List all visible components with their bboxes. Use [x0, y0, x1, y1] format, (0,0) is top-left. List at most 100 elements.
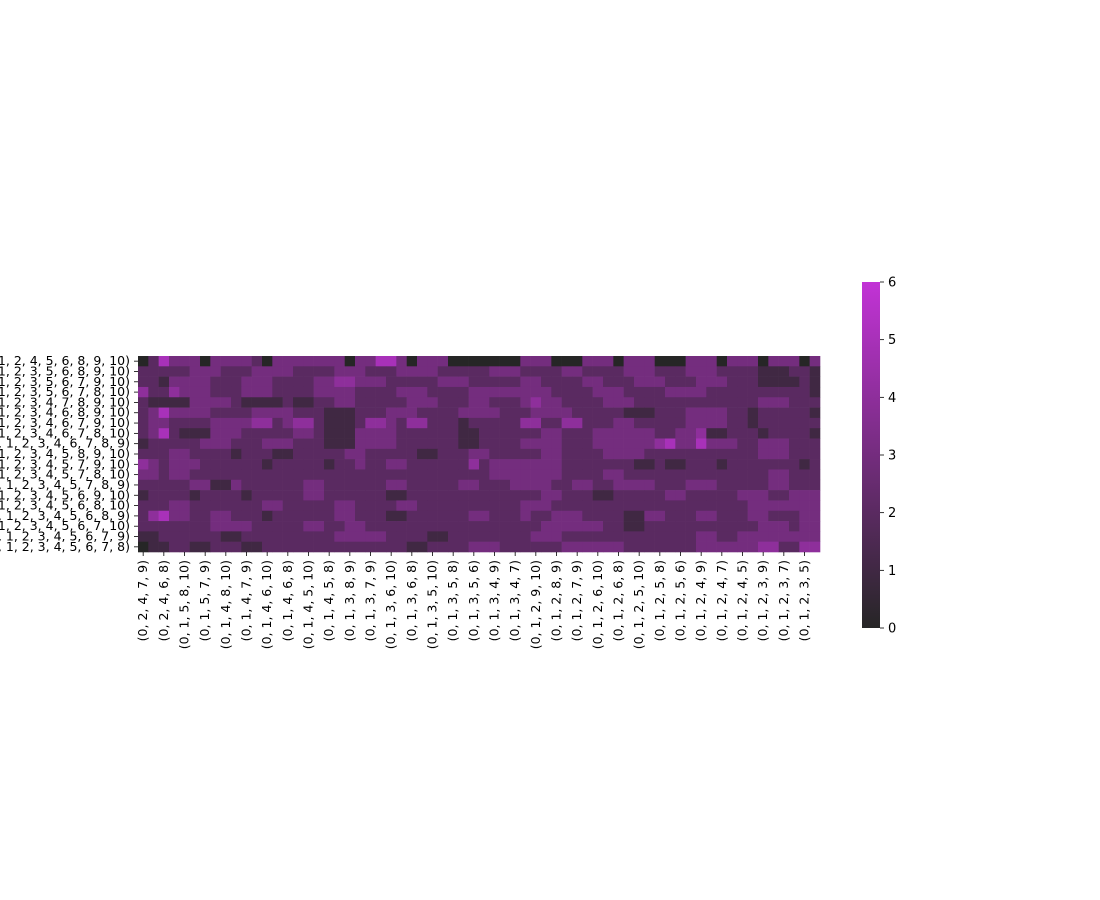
heatmap-cell — [220, 407, 232, 419]
heatmap-cell — [696, 356, 707, 367]
heatmap-cell — [406, 366, 418, 377]
heatmap-cell — [758, 459, 769, 470]
heatmap-cell — [241, 541, 252, 553]
heatmap-cell — [251, 510, 263, 522]
y-tick-label: (0, 1, 2, 3, 5, 6, 7, 9, 10) — [0, 374, 130, 389]
heatmap-cell — [365, 397, 376, 408]
heatmap-cell — [489, 417, 500, 429]
heatmap-cell — [406, 531, 418, 542]
heatmap-cell — [448, 510, 459, 522]
heatmap-cell — [293, 376, 304, 388]
heatmap-cell — [582, 428, 593, 439]
heatmap-cell — [778, 407, 790, 419]
heatmap-cell — [727, 541, 738, 553]
heatmap-cell — [665, 397, 676, 408]
heatmap-cell — [282, 356, 294, 367]
heatmap-cell — [241, 417, 252, 429]
heatmap-cell — [747, 397, 759, 408]
heatmap-cell — [375, 428, 387, 439]
heatmap-cell — [696, 448, 707, 460]
heatmap-cell — [386, 531, 397, 542]
heatmap-cell — [344, 479, 356, 491]
heatmap-cell — [210, 521, 221, 532]
heatmap-cell — [768, 356, 779, 367]
heatmap-cell — [262, 417, 273, 429]
heatmap-cell — [530, 490, 542, 501]
heatmap-cell — [799, 479, 810, 491]
x-tick-label: (0, 1, 3, 5, 8) — [445, 560, 460, 641]
heatmap-cell — [758, 356, 769, 367]
heatmap-cell — [458, 510, 469, 522]
heatmap-cell — [685, 428, 697, 439]
heatmap-cell — [282, 541, 294, 553]
heatmap-cell — [592, 469, 604, 481]
heatmap-cell — [375, 500, 387, 512]
heatmap-cell — [809, 417, 821, 429]
heatmap-cell — [613, 428, 624, 439]
heatmap-cell — [685, 366, 697, 377]
heatmap-cell — [355, 479, 366, 491]
heatmap-cell — [799, 366, 810, 377]
heatmap-cell — [148, 521, 159, 532]
heatmap-cell — [179, 469, 190, 481]
heatmap-cell — [365, 490, 376, 501]
heatmap-cell — [685, 448, 697, 460]
heatmap-cell — [468, 397, 480, 408]
heatmap-cell — [603, 490, 614, 501]
heatmap-cell — [778, 366, 790, 377]
heatmap-cell — [334, 417, 345, 429]
heatmap-cell — [458, 459, 469, 470]
heatmap-cell — [324, 448, 335, 460]
heatmap-cell — [737, 500, 748, 512]
heatmap-cell — [809, 407, 821, 419]
heatmap-cell — [365, 459, 376, 470]
heatmap-cell — [189, 376, 201, 388]
heatmap-cell — [778, 541, 790, 553]
heatmap-cell — [303, 407, 314, 419]
heatmap-cell — [716, 407, 728, 419]
heatmap-cell — [158, 386, 170, 398]
heatmap-cell — [468, 417, 480, 429]
y-tick-label: (0, 1, 2, 3, 5, 6, 8, 9, 10) — [0, 363, 130, 378]
heatmap-cell — [272, 469, 283, 481]
heatmap-cell — [561, 407, 573, 419]
heatmap-cell — [138, 541, 149, 553]
heatmap-cell — [313, 397, 325, 408]
heatmap-cell — [561, 479, 573, 491]
heatmap-cell — [437, 448, 449, 460]
heatmap-cell — [479, 531, 490, 542]
heatmap-cell — [282, 438, 294, 450]
heatmap-cell — [148, 397, 159, 408]
heatmap-cell — [468, 531, 480, 542]
heatmap-cell — [262, 500, 273, 512]
heatmap-cell — [778, 376, 790, 388]
heatmap-cell — [251, 366, 263, 377]
heatmap-cell — [747, 376, 759, 388]
heatmap-cell — [241, 366, 252, 377]
heatmap-cell — [623, 356, 635, 367]
heatmap-cell — [592, 438, 604, 450]
heatmap-cell — [272, 428, 283, 439]
heatmap-cell — [644, 376, 655, 388]
heatmap-cell — [303, 459, 314, 470]
heatmap-cell — [448, 407, 459, 419]
heatmap-cell — [324, 397, 335, 408]
heatmap-cell — [799, 428, 810, 439]
heatmap-cell — [809, 510, 821, 522]
y-tick-label: (0, 1, 2, 3, 4, 5, 6, 7, 10) — [0, 518, 130, 533]
heatmap-cell — [572, 366, 583, 377]
heatmap-cell — [375, 417, 387, 429]
heatmap-cell — [210, 407, 221, 419]
heatmap-cell — [592, 459, 604, 470]
colorbar: 0 1 2 3 4 5 6 — [862, 276, 896, 637]
x-tick-label: (0, 1, 4, 5, 8) — [321, 560, 336, 641]
heatmap-cell — [386, 428, 397, 439]
heatmap-cell — [675, 397, 686, 408]
heatmap-cell — [324, 386, 335, 398]
heatmap-cell — [417, 469, 428, 481]
heatmap-cell — [355, 469, 366, 481]
heatmap-cell — [169, 397, 180, 408]
heatmap-cell — [251, 490, 263, 501]
heatmap-cell — [303, 531, 314, 542]
heatmap-cell — [437, 541, 449, 553]
